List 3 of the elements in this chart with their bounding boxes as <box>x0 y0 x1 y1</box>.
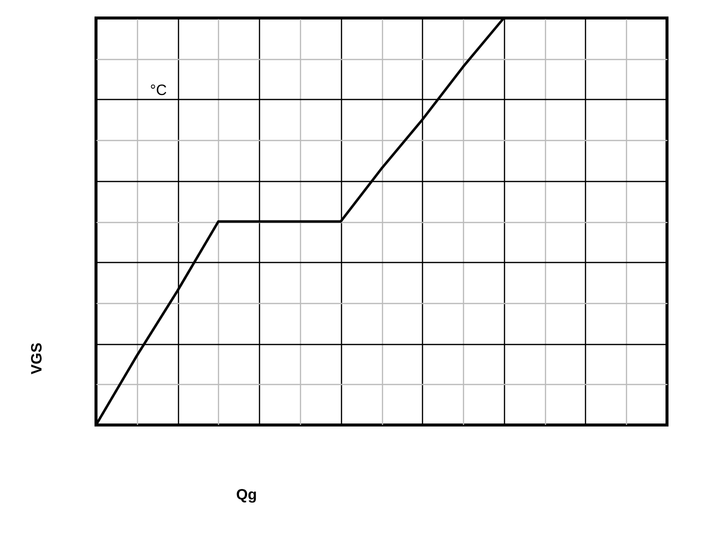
y-axis-title: VGS <box>28 342 46 374</box>
annotation: °C <box>150 82 167 99</box>
x-axis-title: Qg <box>236 486 257 504</box>
